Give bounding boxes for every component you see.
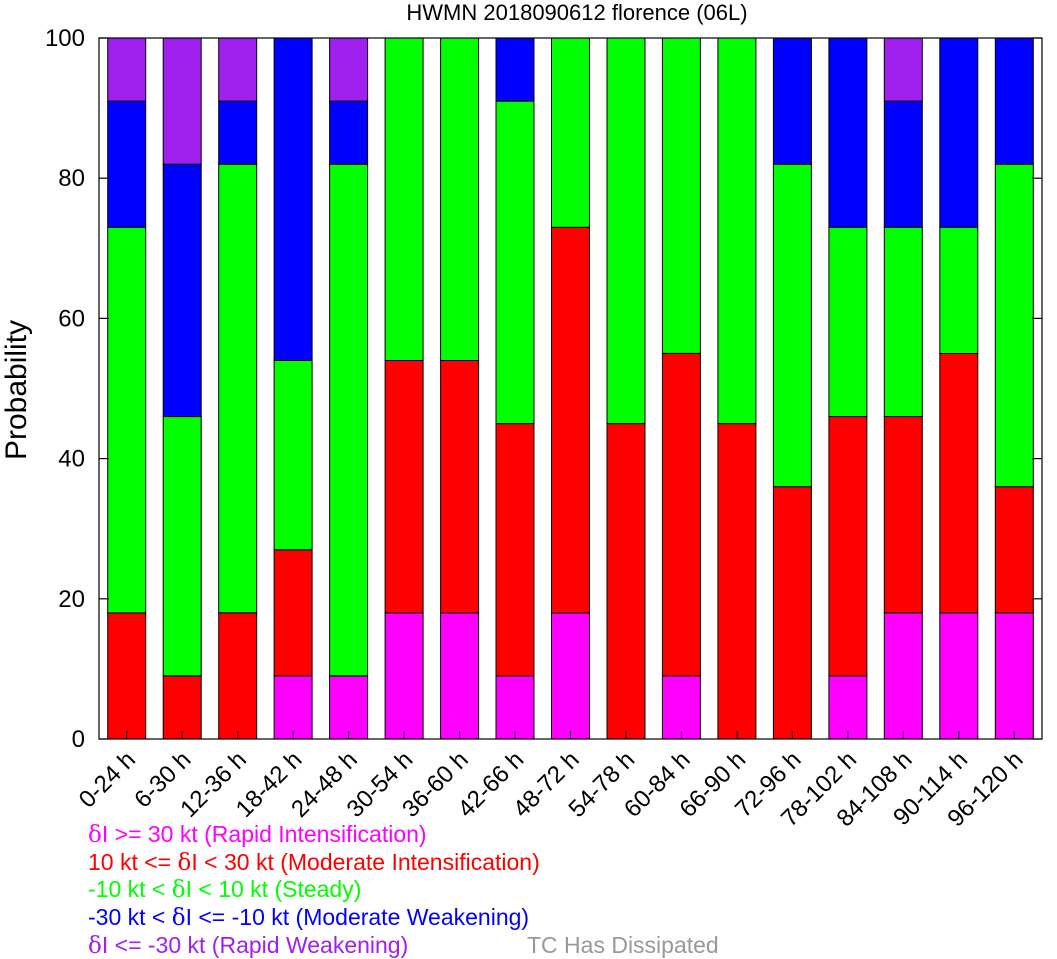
bars-group (107, 37, 1034, 740)
y-tick-label: 20 (58, 586, 85, 613)
legend: δI >= 30 kt (Rapid Intensification)10 kt… (88, 821, 719, 959)
bar-segment-ri (273, 675, 313, 740)
bar-segment-steady (994, 163, 1034, 488)
bar-segment-steady (162, 416, 202, 677)
bar-segment-mw (994, 37, 1034, 165)
bar-segment-mi (495, 423, 535, 677)
legend-entry-mw: -30 kt < δI <= -10 kt (Moderate Weakenin… (88, 904, 529, 931)
bar-segment-steady (329, 163, 369, 677)
bar-segment-mw (218, 100, 258, 165)
bar-segment-rw (883, 37, 923, 102)
bar-segment-mi (384, 360, 424, 614)
bar-segment-ri (384, 612, 424, 740)
bar-segment-mw (939, 37, 979, 228)
bar-segment-rw (218, 37, 258, 102)
y-tick-label: 60 (58, 305, 85, 332)
bar-segment-steady (440, 37, 480, 361)
bar-segment-mi (162, 675, 202, 740)
legend-dissipated: TC Has Dissipated (527, 932, 719, 958)
bar-segment-steady (717, 37, 757, 425)
bar-segment-mw (273, 37, 313, 361)
bar-segment-ri (440, 612, 480, 740)
bar-segment-mi (717, 423, 757, 740)
bar-segment-mw (495, 37, 535, 102)
bar-segment-steady (107, 226, 147, 614)
bar-segment-steady (495, 100, 535, 425)
bar-segment-steady (273, 360, 313, 551)
bar-segment-mi (939, 352, 979, 614)
bar-segment-ri (551, 612, 590, 740)
legend-entry-rw: δI <= -30 kt (Rapid Weakening) (88, 932, 408, 959)
chart-title: HWMN 2018090612 florence (06L) (406, 0, 747, 25)
y-tick-label: 40 (58, 446, 85, 473)
bar-segment-rw (329, 37, 369, 102)
bar-segment-mi (606, 423, 646, 740)
y-tick-label: 100 (45, 25, 85, 52)
bar-segment-ri (939, 612, 979, 740)
bar-segment-ri (495, 675, 535, 740)
legend-entry-mi: 10 kt <= δI < 30 kt (Moderate Intensific… (88, 849, 540, 876)
y-tick-label: 0 (72, 726, 85, 753)
bar-segment-mw (828, 37, 868, 228)
legend-entry-ri: δI >= 30 kt (Rapid Intensification) (88, 821, 427, 848)
bar-segment-mw (772, 37, 812, 165)
bar-segment-mi (883, 416, 923, 614)
bar-segment-rw (162, 37, 202, 165)
x-tick-labels: 0-24 h6-30 h12-36 h18-42 h24-48 h30-54 h… (74, 746, 1029, 832)
axes-group: 0 20 40 60 80 100 (45, 25, 1043, 753)
bar-segment-steady (772, 163, 812, 488)
bar-segment-mi (772, 486, 812, 740)
bar-segment-rw (107, 37, 147, 102)
y-tick-label: 80 (58, 165, 85, 192)
y-axis-label: Probability (0, 320, 33, 460)
bar-segment-steady (218, 163, 258, 614)
bar-segment-ri (883, 612, 923, 740)
legend-entry-steady: -10 kt < δI < 10 kt (Steady) (88, 876, 361, 903)
bar-segment-mi (994, 486, 1034, 614)
bar-segment-mi (218, 612, 258, 740)
bar-segment-steady (883, 226, 923, 418)
bar-segment-mw (162, 163, 202, 418)
bar-segment-mi (107, 612, 147, 740)
bar-segment-mw (107, 100, 147, 228)
bar-segment-mi (828, 416, 868, 677)
bar-segment-steady (939, 226, 979, 354)
bar-segment-ri (329, 675, 369, 740)
bar-segment-steady (661, 37, 701, 354)
bar-segment-ri (661, 675, 701, 740)
bar-segment-mi (273, 549, 313, 677)
bar-segment-steady (551, 37, 590, 228)
bar-segment-steady (828, 226, 868, 418)
bar-segment-ri (828, 675, 868, 740)
bar-segment-steady (384, 37, 424, 361)
bar-segment-ri (994, 612, 1034, 740)
x-tick-label: 0-24 h (74, 746, 141, 813)
bar-segment-mi (440, 360, 480, 614)
bar-segment-mi (661, 352, 701, 677)
bar-segment-steady (606, 37, 646, 425)
bar-segment-mw (329, 100, 369, 165)
bar-segment-mi (551, 226, 590, 614)
bar-segment-mw (883, 100, 923, 228)
